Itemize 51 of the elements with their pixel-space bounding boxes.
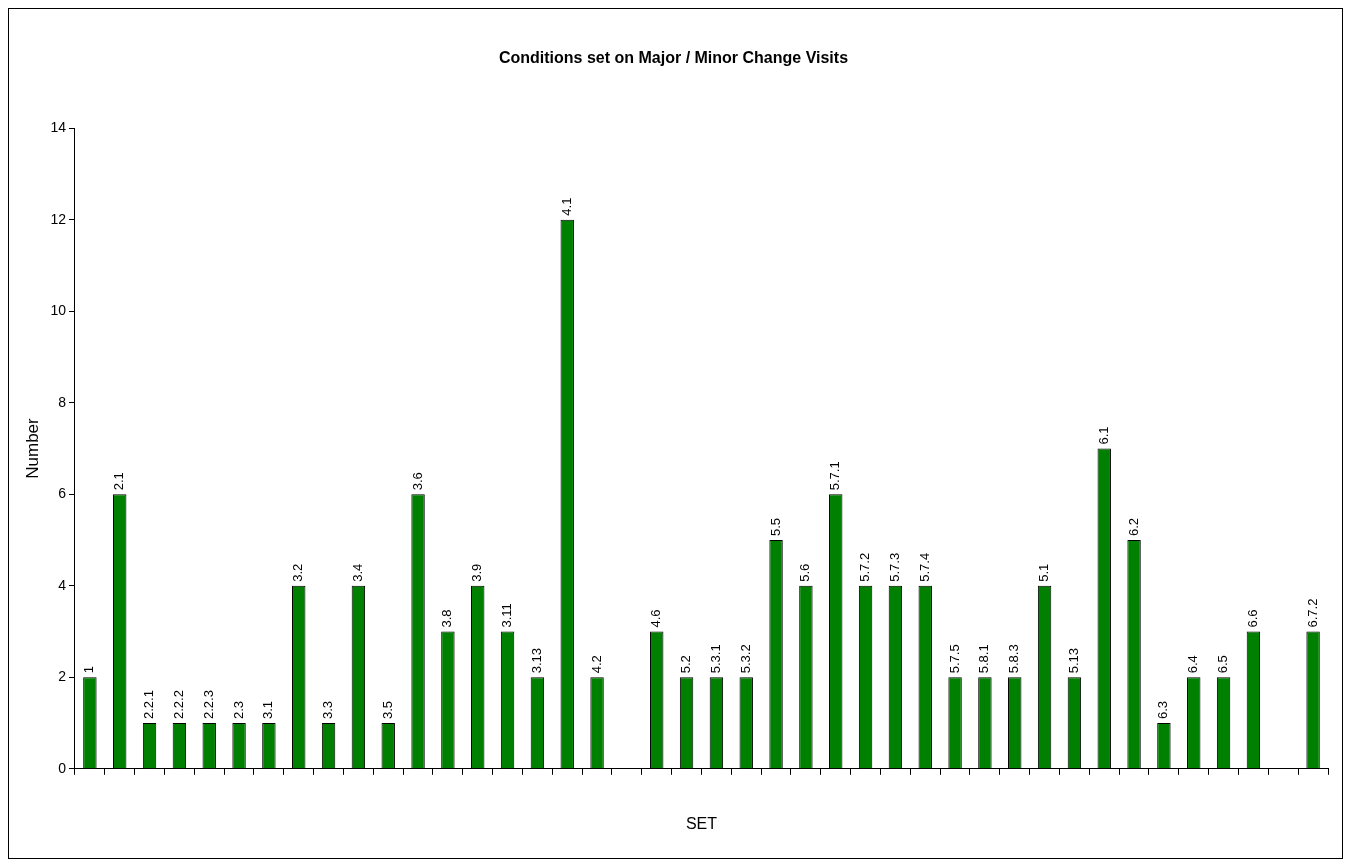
x-tick-label: 3.4 [349, 563, 365, 582]
x-tick-label: 2.1 [111, 472, 127, 491]
y-tick-label: 0 [58, 759, 67, 776]
x-tick-label: 6.3 [1155, 700, 1171, 720]
x-tick-label: 3.3 [320, 700, 336, 720]
x-tick-label: 5.7.4 [916, 552, 932, 582]
x-tick-label: 3.5 [379, 700, 395, 720]
x-tick-label: 6.4 [1185, 655, 1201, 674]
y-tick-label: 12 [50, 210, 67, 227]
chart-title: Conditions set on Major / Minor Change Visits [498, 49, 849, 67]
y-tick-label: 14 [50, 119, 67, 136]
x-tick-label: 5.1 [1036, 563, 1052, 582]
x-tick-label: 3.11 [499, 603, 515, 628]
x-tick-label: 1 [81, 666, 97, 674]
y-tick-label: 2 [58, 668, 67, 685]
x-tick-label: 6.6 [1244, 609, 1260, 628]
x-tick-label: 6.2 [1125, 517, 1141, 537]
x-tick-label: 5.5 [767, 517, 783, 537]
x-tick-label: 3.13 [528, 647, 544, 674]
x-tick-label: 4.1 [558, 197, 574, 216]
x-tick-label: 5.13 [1065, 647, 1081, 674]
x-tick-label: 3.8 [439, 609, 455, 628]
x-tick-label: 5.3.2 [737, 644, 753, 674]
x-tick-label: 6.5 [1215, 655, 1231, 674]
x-tick-label: 5.7.5 [946, 644, 962, 674]
x-tick-label: 3.6 [409, 472, 425, 491]
x-tick-label: 2.2.2 [170, 690, 186, 720]
y-tick-label: 4 [58, 576, 67, 593]
x-tick-label: 4.6 [648, 609, 664, 628]
x-tick-label: 3.1 [260, 700, 276, 720]
x-tick-label: 6.7.2 [1304, 598, 1320, 628]
x-tick-label: 5.7.2 [857, 552, 873, 582]
x-axis-title: SET [685, 814, 718, 832]
x-tick-label: 3.2 [290, 563, 306, 582]
x-tick-label: 5.2 [678, 655, 694, 674]
y-tick-label: 8 [58, 393, 67, 410]
y-tick-label: 6 [58, 485, 67, 502]
x-tick-label: 5.8.3 [1006, 644, 1022, 674]
x-tick-label: 4.2 [588, 655, 604, 674]
x-tick-label: 5.8.1 [976, 644, 992, 674]
x-tick-label: 5.7.3 [886, 552, 902, 582]
x-tick-label: 3.9 [469, 563, 485, 582]
x-tick-label: 5.3.1 [707, 644, 723, 674]
x-tick-label: 5.6 [797, 563, 813, 582]
x-tick-label: 2.2.3 [200, 690, 216, 720]
x-tick-label: 5.7.1 [827, 461, 843, 491]
y-tick-label: 10 [50, 302, 67, 319]
x-tick-label: 2.3 [230, 700, 246, 720]
x-tick-label: 6.1 [1095, 426, 1111, 445]
y-axis-title: Number [22, 417, 42, 479]
x-tick-label: 2.2.1 [141, 690, 157, 720]
